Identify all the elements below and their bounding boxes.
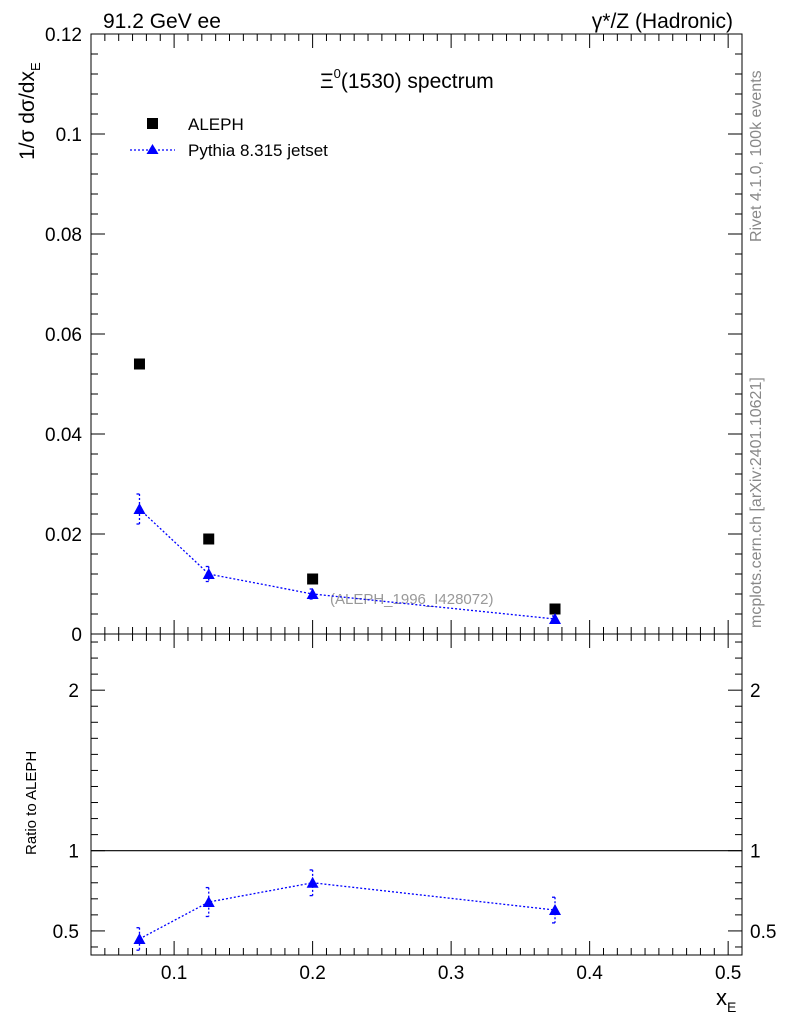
ratio-y-tick-label-left: 0.5 xyxy=(53,922,79,943)
ratio-y-tick-label-left: 1 xyxy=(68,842,79,863)
main-axes: 0 0.02 0.04 0.06 0.08 0.1 0.12 xyxy=(45,25,742,646)
ratio-pythia-point xyxy=(549,904,562,916)
ratio-pythia-point xyxy=(202,896,215,908)
main-ylabel-sub: E xyxy=(28,62,43,71)
legend: ALEPH Pythia 8.315 jetset xyxy=(130,115,328,160)
main-marks xyxy=(133,358,562,624)
main-y-tick-label: 0.02 xyxy=(45,525,82,546)
ratio-axes: 0.1 0.2 0.3 0.4 0.5 0.5 0.5 1 1 2 2 xyxy=(53,634,776,984)
reference-annotation: (ALEPH_1996_I428072) xyxy=(330,591,493,608)
pythia-point xyxy=(549,613,562,624)
main-ylabel: 1/σ dσ/dxE xyxy=(16,62,43,160)
ratio-y-tick-label-left: 2 xyxy=(68,681,79,702)
x-axis-label-base: x xyxy=(716,985,727,1010)
aleph-point xyxy=(203,533,215,545)
main-title: Ξ0(1530) spectrum xyxy=(320,66,494,93)
x-tick-label: 0.2 xyxy=(299,963,325,984)
pythia-point xyxy=(306,588,319,599)
main-y-tick-label: 0.1 xyxy=(56,125,82,146)
legend-marker-pythia xyxy=(146,144,159,154)
main-title-sup: 0 xyxy=(334,66,341,81)
side-label-mcplots: mcplots.cern.ch [arXiv:2401.10621] xyxy=(748,377,765,628)
x-tick-label: 0.1 xyxy=(161,963,187,984)
legend-marker-aleph xyxy=(147,118,158,129)
main-y-tick-label: 0 xyxy=(71,625,82,646)
pythia-point xyxy=(133,503,146,514)
ratio-y-tick-label-right: 2 xyxy=(750,681,761,702)
main-y-tick-label: 0.04 xyxy=(45,425,82,446)
header-left: 91.2 GeV ee xyxy=(103,10,221,33)
ratio-ylabel: Ratio to ALEPH xyxy=(23,751,40,855)
ratio-pythia-line xyxy=(139,882,556,940)
header-right: γ*/Z (Hadronic) xyxy=(592,10,733,33)
main-title-base: Ξ xyxy=(320,70,334,93)
aleph-point xyxy=(549,603,561,615)
aleph-point xyxy=(307,573,319,585)
x-tick-label: 0.5 xyxy=(715,963,741,984)
ratio-pythia-point xyxy=(306,876,319,888)
x-tick-label: 0.3 xyxy=(438,963,464,984)
main-y-tick-label: 0.08 xyxy=(45,225,82,246)
main-y-tick-label: 0.06 xyxy=(45,325,82,346)
ratio-pythia-point xyxy=(133,932,146,944)
ratio-y-tick-label-right: 1 xyxy=(750,842,761,863)
main-y-tick-label: 0.12 xyxy=(45,25,82,46)
x-tick-label: 0.4 xyxy=(576,963,603,984)
ratio-marks xyxy=(133,869,562,951)
aleph-point xyxy=(133,358,145,370)
side-label-rivet: Rivet 4.1.0, 100k events xyxy=(748,70,765,242)
legend-label-aleph: ALEPH xyxy=(188,115,244,134)
x-axis-label: xE xyxy=(716,985,736,1015)
ratio-panel-frame xyxy=(90,633,743,956)
x-axis-label-sub: E xyxy=(727,999,736,1015)
legend-label-pythia: Pythia 8.315 jetset xyxy=(188,141,328,160)
pythia-point xyxy=(202,568,215,579)
main-ylabel-text: 1/σ dσ/dx xyxy=(16,71,39,160)
ratio-y-tick-label-right: 0.5 xyxy=(750,922,776,943)
main-title-rest: (1530) spectrum xyxy=(341,70,494,93)
